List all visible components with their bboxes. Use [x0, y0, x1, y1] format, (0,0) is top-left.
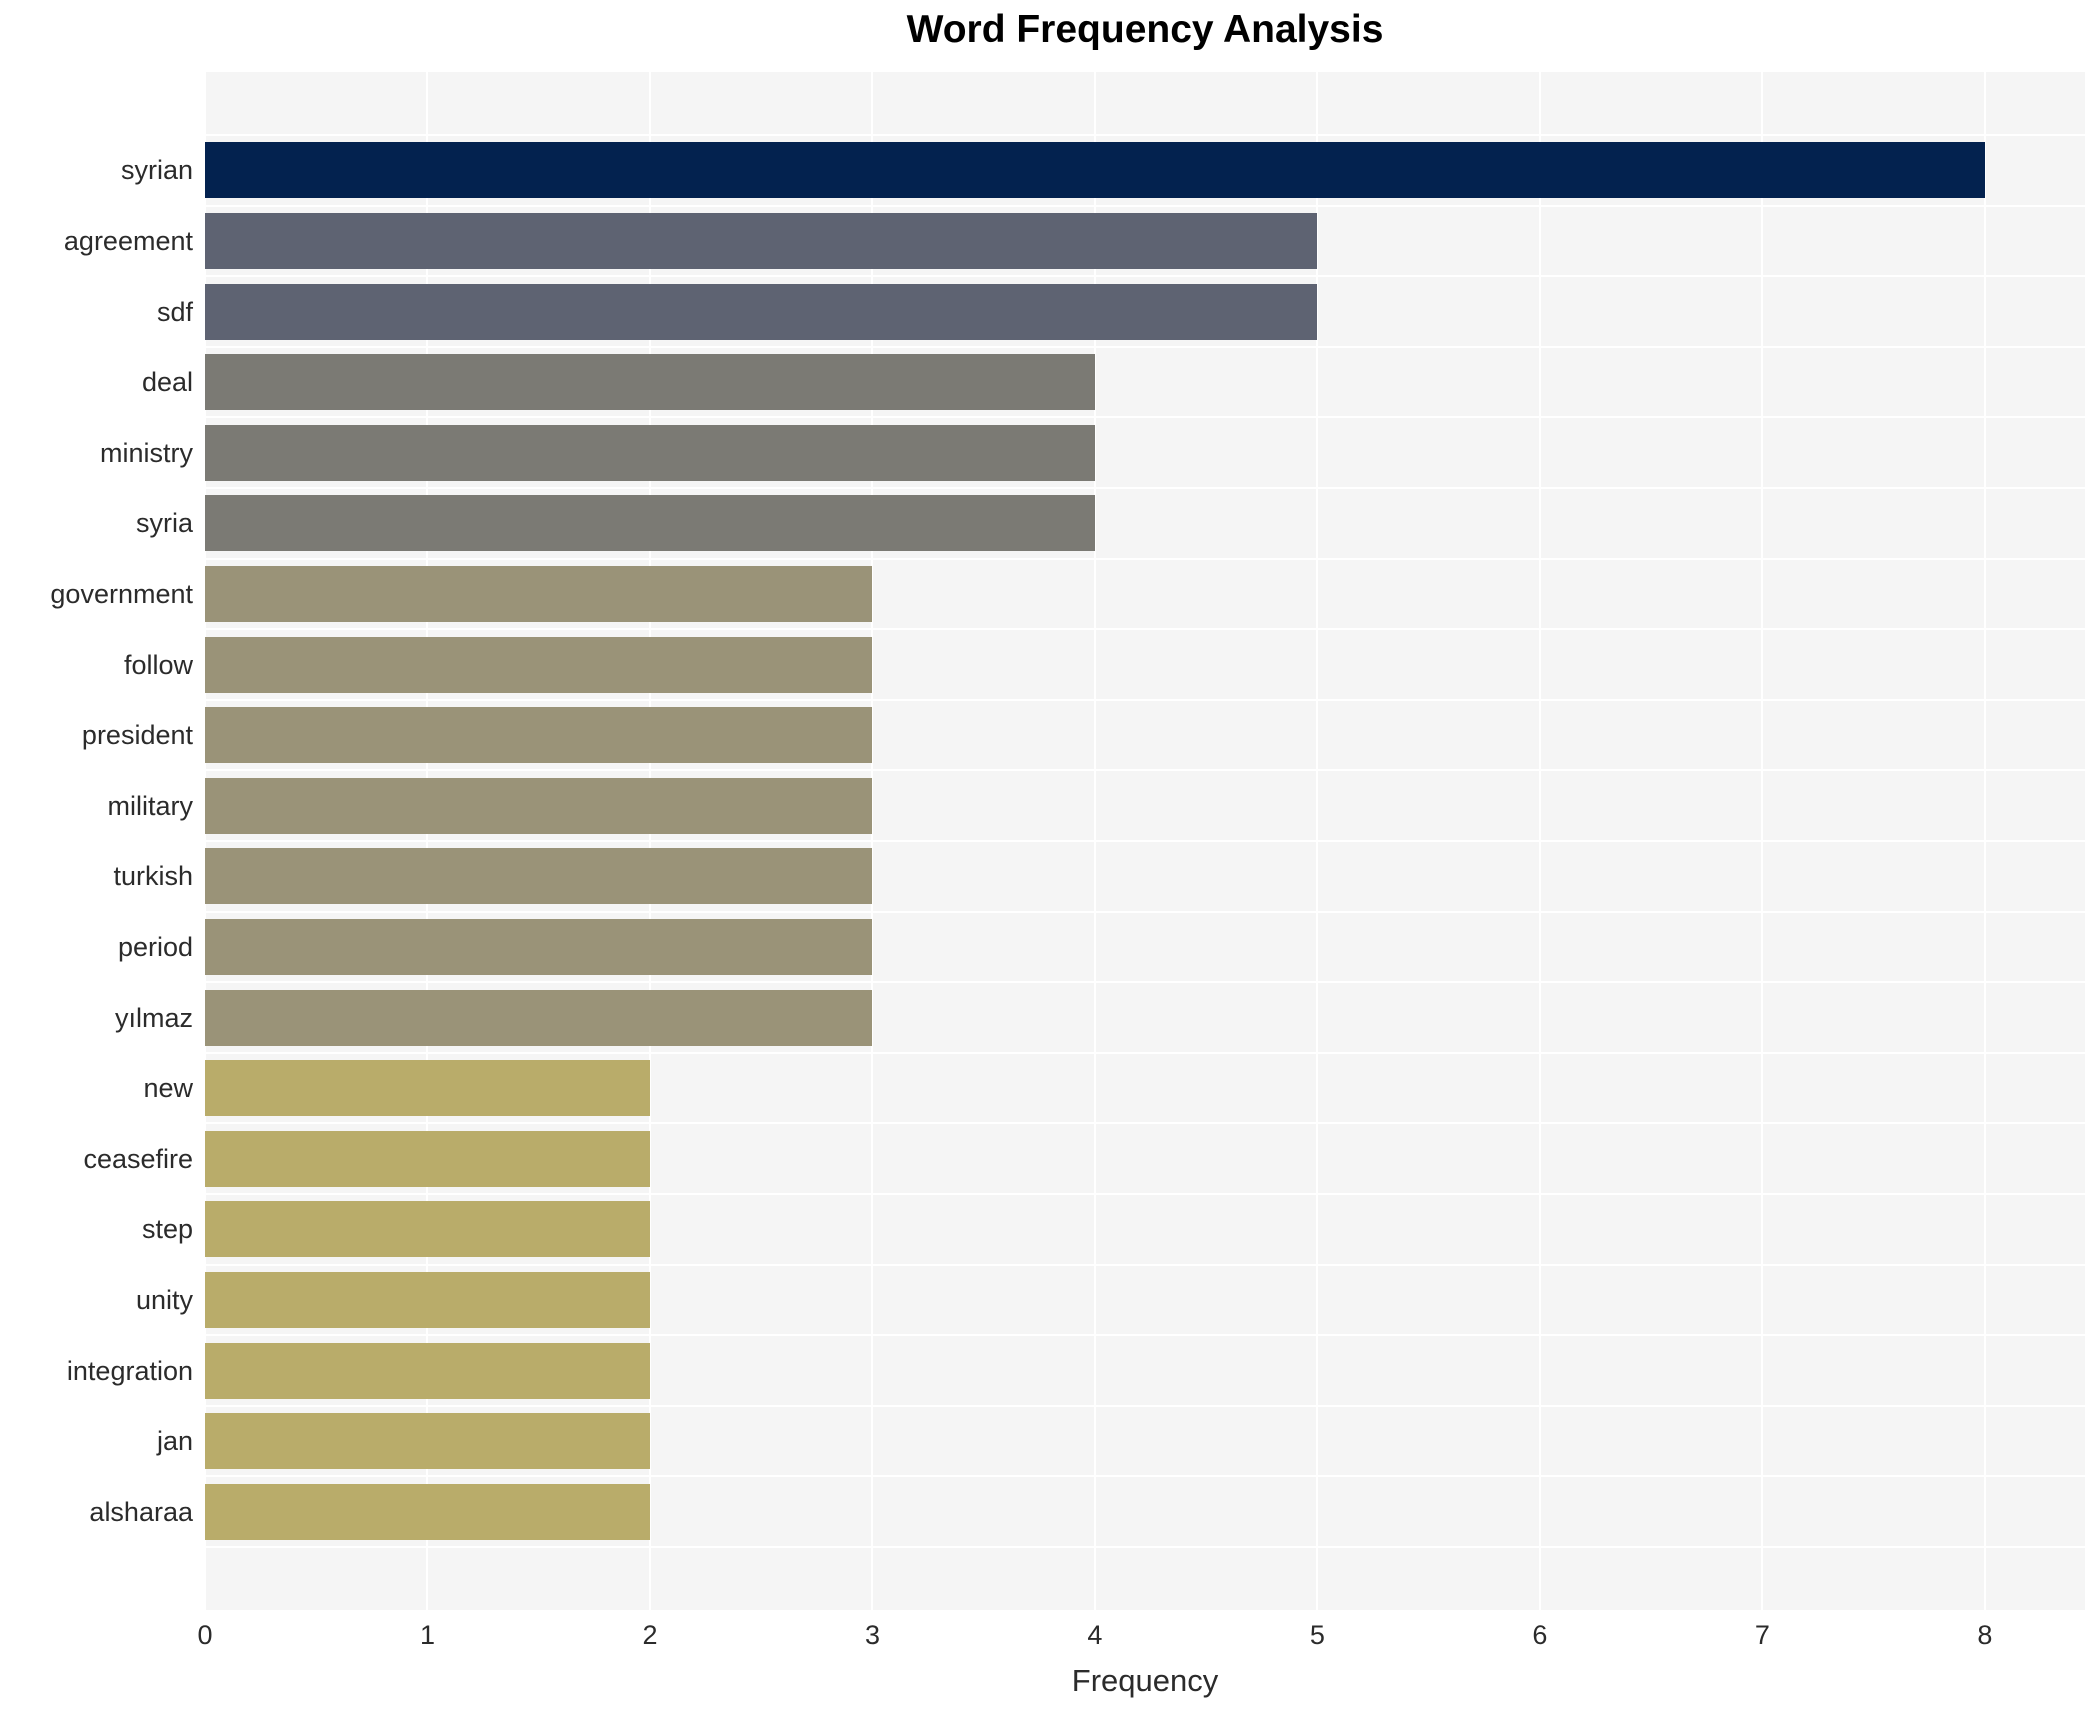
y-tick-label-ministry: ministry	[100, 437, 193, 468]
bar-period	[205, 918, 873, 975]
bar-sdf	[205, 283, 1318, 340]
y-tick-label-deal: deal	[141, 367, 193, 398]
horizontal-gridline	[205, 1051, 2085, 1054]
bar-step	[205, 1201, 650, 1258]
vertical-gridline	[1093, 72, 1096, 1610]
y-tick-label-jan: jan	[156, 1426, 193, 1457]
vertical-gridline	[426, 72, 429, 1610]
y-tick-label-new: new	[143, 1073, 193, 1104]
horizontal-gridline	[205, 769, 2085, 772]
bar-syrian	[205, 142, 1985, 199]
vertical-gridline	[871, 72, 874, 1610]
y-tick-label-integration: integration	[66, 1355, 193, 1386]
y-tick-label-follow: follow	[123, 649, 193, 680]
bar-alsharaa	[205, 1483, 650, 1540]
vertical-gridline	[204, 72, 206, 1610]
chart-title: Word Frequency Analysis	[906, 8, 1384, 51]
y-tick-label-ceasefire: ceasefire	[83, 1143, 193, 1174]
bar-follow	[205, 636, 873, 693]
y-tick-label-sdf: sdf	[156, 296, 193, 327]
horizontal-gridline	[205, 910, 2085, 913]
horizontal-gridline	[205, 628, 2085, 631]
vertical-gridline	[648, 72, 651, 1610]
bar-unity	[205, 1271, 650, 1328]
y-tick-label-agreement: agreement	[63, 225, 193, 256]
y-tick-label-president: president	[81, 720, 193, 751]
bar-government	[205, 565, 873, 622]
horizontal-gridline	[205, 557, 2085, 560]
bar-ministry	[205, 424, 1095, 481]
horizontal-gridline	[205, 1546, 2085, 1548]
horizontal-gridline	[205, 204, 2085, 207]
horizontal-gridline	[205, 1193, 2085, 1195]
vertical-gridline	[1983, 72, 1986, 1610]
vertical-gridline	[1761, 72, 1764, 1610]
x-axis-title: Frequency	[1071, 1663, 1219, 1698]
vertical-gridline	[1316, 72, 1319, 1610]
vertical-gridline	[1538, 72, 1541, 1610]
y-tick-label-syrian: syrian	[120, 155, 193, 186]
x-tick-label-5: 5	[1309, 1620, 1325, 1650]
bar-turkish	[205, 848, 873, 905]
horizontal-gridline	[205, 1334, 2085, 1337]
bar-integration	[205, 1342, 650, 1399]
x-tick-label-3: 3	[864, 1620, 880, 1650]
x-tick-label-7: 7	[1754, 1620, 1770, 1650]
horizontal-gridline	[205, 840, 2085, 842]
horizontal-gridline	[205, 1122, 2085, 1125]
bar-yılmaz	[205, 989, 873, 1046]
bar-ceasefire	[205, 1130, 650, 1187]
x-tick-label-4: 4	[1087, 1620, 1103, 1650]
bar-president	[205, 707, 873, 764]
y-tick-label-government: government	[50, 578, 193, 609]
bar-military	[205, 777, 873, 834]
horizontal-gridline	[205, 487, 2085, 489]
y-tick-label-period: period	[117, 931, 193, 962]
y-tick-label-step: step	[141, 1214, 193, 1245]
horizontal-gridline	[205, 981, 2085, 984]
y-tick-label-unity: unity	[135, 1284, 193, 1315]
y-tick-label-yılmaz: yılmaz	[114, 1002, 193, 1033]
y-tick-label-alsharaa: alsharaa	[89, 1496, 193, 1527]
y-tick-label-military: military	[107, 790, 194, 821]
x-tick-label-8: 8	[1977, 1620, 1993, 1650]
horizontal-gridline	[205, 345, 2085, 348]
bar-jan	[205, 1413, 650, 1470]
y-tick-label-turkish: turkish	[113, 861, 193, 892]
bar-agreement	[205, 212, 1318, 269]
y-tick-label-syria: syria	[135, 508, 193, 539]
x-tick-label-0: 0	[197, 1620, 213, 1650]
bar-deal	[205, 354, 1095, 411]
horizontal-gridline	[205, 1263, 2085, 1266]
horizontal-gridline	[205, 1475, 2085, 1478]
x-tick-label-1: 1	[419, 1620, 435, 1650]
x-tick-label-2: 2	[642, 1620, 658, 1650]
horizontal-gridline	[205, 275, 2085, 278]
bar-new	[205, 1060, 650, 1117]
horizontal-gridline	[205, 698, 2085, 701]
bar-syria	[205, 495, 1095, 552]
horizontal-gridline	[205, 134, 2085, 136]
horizontal-gridline	[205, 416, 2085, 419]
horizontal-gridline	[205, 1404, 2085, 1407]
x-tick-label-6: 6	[1532, 1620, 1548, 1650]
